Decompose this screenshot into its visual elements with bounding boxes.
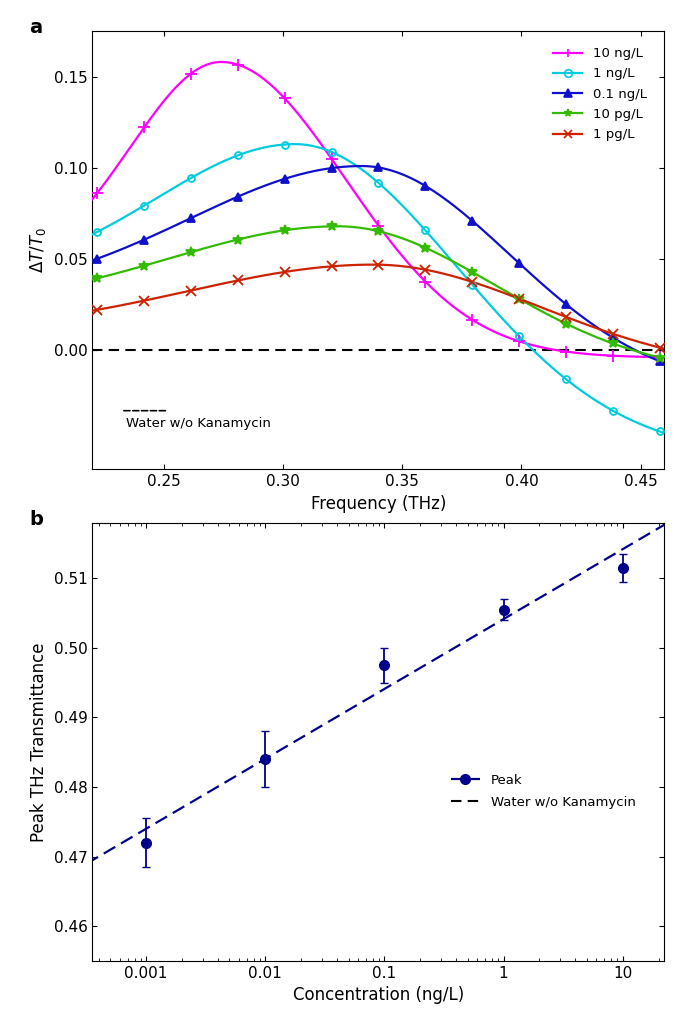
Text: b: b [29,509,43,529]
X-axis label: Concentration (ng/L): Concentration (ng/L) [292,987,464,1004]
Y-axis label: Peak THz Transmittance: Peak THz Transmittance [30,642,48,841]
Y-axis label: $\Delta T/T_0$: $\Delta T/T_0$ [28,227,49,273]
Legend: 10 ng/L, 1 ng/L, 0.1 ng/L, 10 pg/L, 1 pg/L: 10 ng/L, 1 ng/L, 0.1 ng/L, 10 pg/L, 1 pg… [548,42,652,146]
X-axis label: Frequency (THz): Frequency (THz) [311,495,446,512]
Text: Water w/o Kanamycin: Water w/o Kanamycin [126,418,271,430]
Legend: Peak, Water w/o Kanamycin: Peak, Water w/o Kanamycin [446,768,640,814]
Text: a: a [29,18,42,37]
